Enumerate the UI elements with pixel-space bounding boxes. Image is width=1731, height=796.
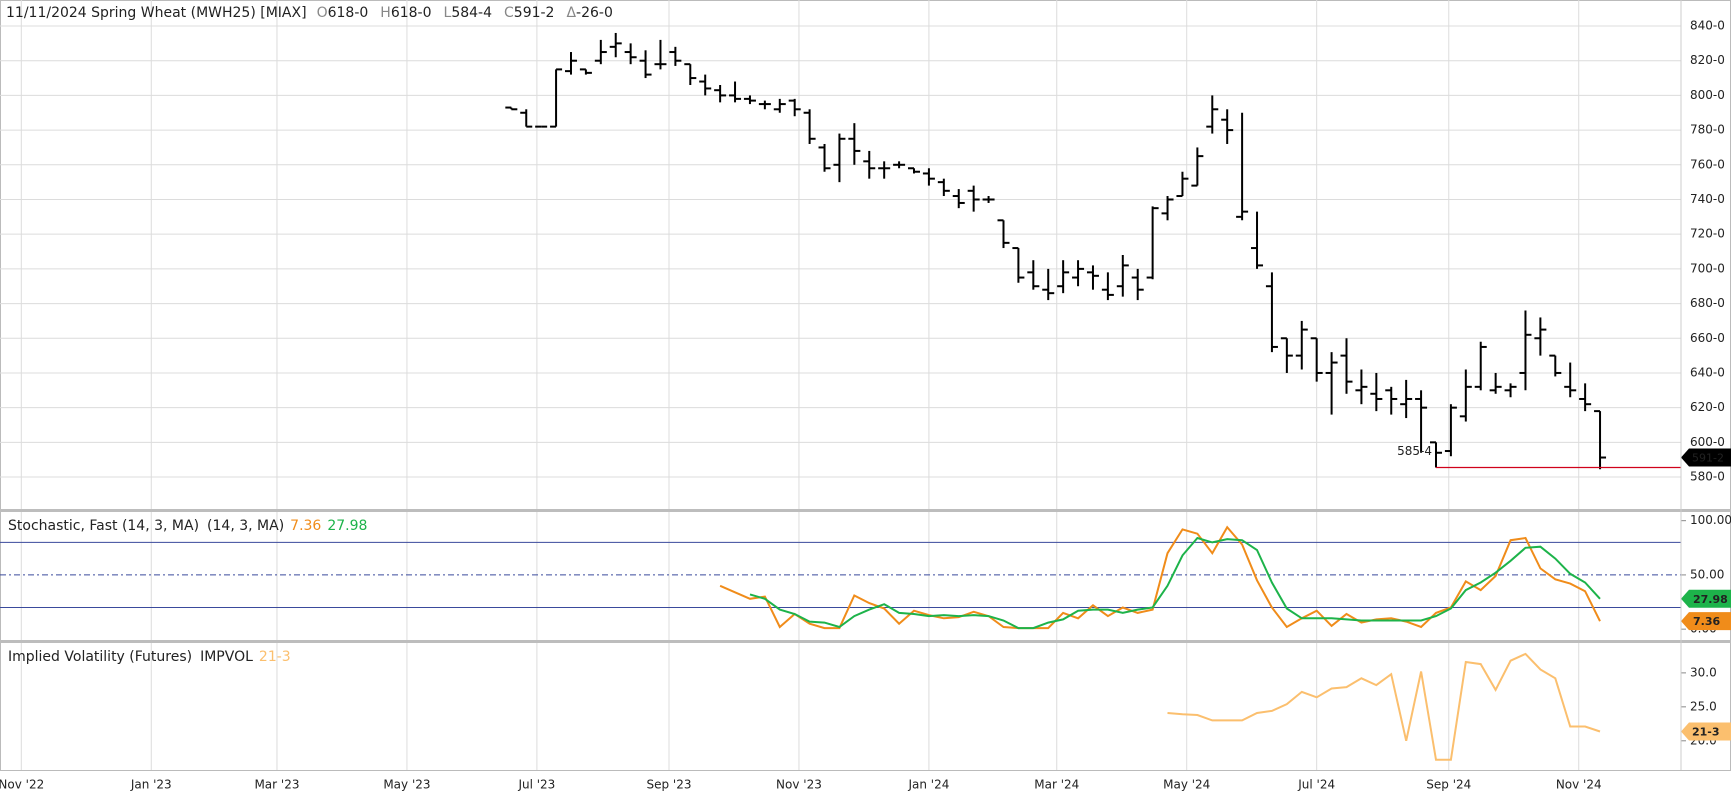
panel-title: Stochastic, Fast (14, 3, MA) (14, 3, MA) 7… (8, 518, 367, 534)
value-tag-label: 21-3 (1692, 725, 1720, 738)
value-tag (1681, 612, 1731, 631)
legend-value: 21-3 (259, 649, 291, 665)
x-tick-label: Sep '23 (646, 778, 691, 792)
x-tick-label: Jul '23 (517, 778, 555, 792)
panel-separator (0, 640, 1731, 643)
y-tick-label: 840-0 (1690, 19, 1725, 33)
y-tick-label: 600-0 (1690, 435, 1725, 449)
x-tick-label: Jul '24 (1297, 778, 1335, 792)
y-tick-label: 720-0 (1690, 227, 1725, 241)
y-tick-label: 50.00 (1690, 567, 1724, 581)
value-tag (1681, 722, 1731, 741)
value-tag-label: 27.98 (1693, 593, 1728, 606)
quote-key: C (504, 5, 514, 21)
y-tick-label: 580-0 (1690, 470, 1725, 484)
legend-value: 27.98 (327, 518, 367, 534)
x-tick-label: May '23 (383, 778, 430, 792)
series-line (749, 536, 1601, 630)
x-tick-label: Mar '24 (1034, 778, 1079, 792)
quote-value: -26-0 (576, 5, 613, 21)
panel-title-text: Stochastic, Fast (14, 3, MA) (8, 518, 199, 534)
quote-key: H (380, 5, 391, 21)
y-tick-label: 620-0 (1690, 400, 1725, 414)
y-tick-label: 740-0 (1690, 192, 1725, 206)
y-tick-label: 25.0 (1690, 699, 1717, 713)
quote-key: O (317, 5, 328, 21)
chart-title: 11/11/2024 Spring Wheat (MWH25) [MIAX] (6, 5, 307, 21)
y-tick-label: 100.00 (1690, 513, 1731, 527)
x-tick-label: Jan '23 (130, 778, 172, 792)
quote-key: Δ (566, 5, 576, 21)
y-tick-label: 680-0 (1690, 296, 1725, 310)
x-tick-label: Jan '24 (907, 778, 949, 792)
x-tick-label: Nov '22 (0, 778, 44, 792)
quote-value: 584-4 (451, 5, 492, 21)
y-tick-label: 760-0 (1690, 157, 1725, 171)
quote-value: 618-0 (391, 5, 432, 21)
panel-title-text: Implied Volatility (Futures) (8, 649, 192, 665)
quote-key: L (444, 5, 452, 21)
x-tick-label: Sep '24 (1426, 778, 1471, 792)
price-tag (1681, 448, 1731, 467)
quote-value: 618-0 (328, 5, 369, 21)
support-label: 585-4 (1397, 444, 1432, 458)
series-line (1167, 652, 1601, 761)
y-tick-label: 780-0 (1690, 123, 1725, 137)
chart-header: 11/11/2024 Spring Wheat (MWH25) [MIAX] O6… (6, 5, 613, 21)
panel-subtitle: (14, 3, MA) (207, 518, 284, 534)
y-tick-label: 700-0 (1690, 261, 1725, 275)
legend-name: IMPVOL (200, 649, 253, 665)
x-tick-label: May '24 (1163, 778, 1210, 792)
y-tick-label: 30.0 (1690, 665, 1717, 679)
panel-separator (0, 509, 1731, 512)
y-tick-label: 820-0 (1690, 53, 1725, 67)
legend-value: 7.36 (290, 518, 321, 534)
price-tag-label: 591-2 (1692, 452, 1724, 465)
x-tick-label: Nov '24 (1556, 778, 1602, 792)
y-tick-label: 660-0 (1690, 331, 1725, 345)
series-line (719, 525, 1601, 630)
value-tag (1681, 589, 1731, 608)
panel-title: Implied Volatility (Futures) IMPVOL 21-3 (8, 649, 291, 665)
y-tick-label: 800-0 (1690, 88, 1725, 102)
x-tick-label: Nov '23 (776, 778, 822, 792)
value-tag-label: 7.36 (1693, 615, 1720, 628)
y-tick-label: 640-0 (1690, 365, 1725, 379)
quote-value: 591-2 (514, 5, 555, 21)
x-tick-label: Mar '23 (254, 778, 299, 792)
